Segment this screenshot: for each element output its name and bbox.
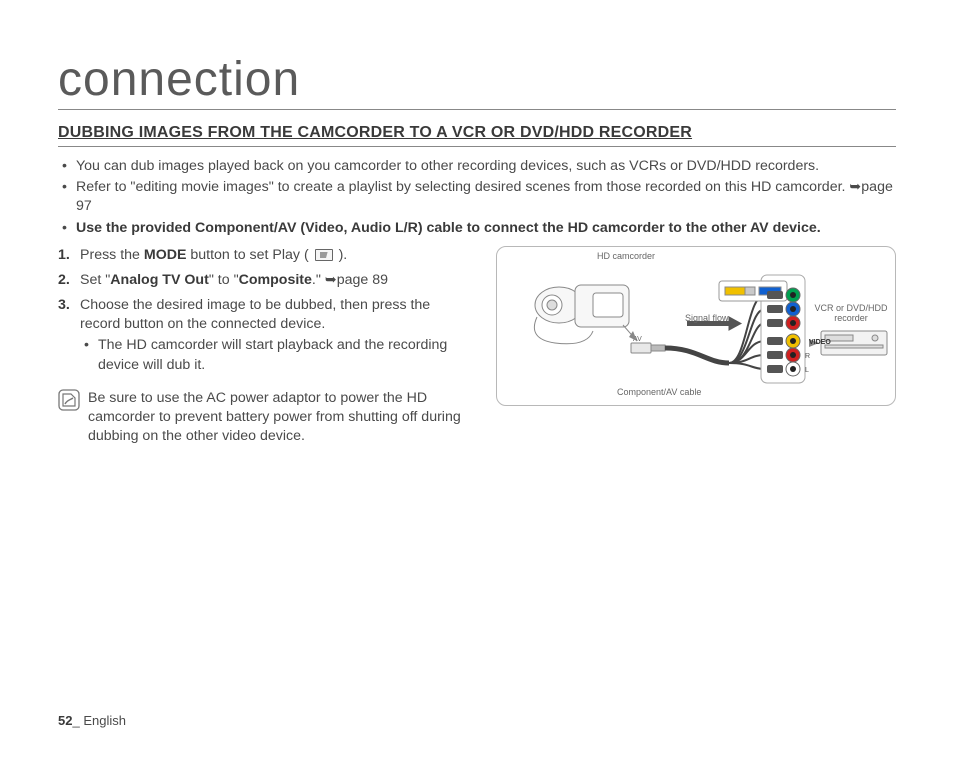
step-1-bold: MODE: [144, 247, 187, 263]
note-icon: [58, 389, 80, 416]
diagram-svg: AV: [497, 247, 897, 407]
bullet-1: You can dub images played back on you ca…: [58, 157, 896, 176]
diagram-label-signal-flow: Signal flow: [685, 313, 729, 323]
page-number: 52: [58, 713, 72, 728]
note-text: Be sure to use the AC power adaptor to p…: [88, 389, 474, 447]
section-heading: DUBBING IMAGES FROM THE CAMCORDER TO A V…: [58, 124, 896, 147]
step-2-bold2: Composite: [239, 272, 312, 288]
connection-diagram: HD camcorder Signal flow Component/AV ca…: [496, 246, 896, 406]
diagram-video-label: VIDEO: [809, 339, 831, 346]
page-footer: 52_ English: [58, 713, 126, 728]
play-mode-icon: [315, 249, 333, 261]
step-2: Set "Analog TV Out" to "Composite." ➥pag…: [58, 271, 474, 290]
intro-bullets: You can dub images played back on you ca…: [58, 157, 896, 238]
step-2-prefix: Set ": [80, 272, 110, 288]
step-3-sub: The HD camcorder will start playback and…: [80, 336, 474, 374]
step-1: Press the MODE button to set Play ( ).: [58, 246, 474, 265]
step-3-text: Choose the desired image to be dubbed, t…: [80, 297, 430, 332]
footer-sep: _: [72, 713, 83, 728]
steps-list: Press the MODE button to set Play ( ). S…: [58, 246, 474, 375]
bullet-2: Refer to "editing movie images" to creat…: [58, 178, 896, 216]
diagram-l-label: L: [805, 367, 809, 374]
step-1-suffix: button to set Play (: [186, 247, 312, 263]
step-2-bold1: Analog TV Out: [110, 272, 209, 288]
step-3: Choose the desired image to be dubbed, t…: [58, 296, 474, 375]
diagram-label-camcorder: HD camcorder: [597, 251, 655, 261]
page-title: connection: [58, 52, 896, 110]
diagram-r-label: R: [805, 353, 810, 360]
note-block: Be sure to use the AC power adaptor to p…: [58, 389, 474, 447]
step-2-mid: " to ": [209, 272, 239, 288]
diagram-label-cable: Component/AV cable: [617, 387, 701, 397]
bullet-3: Use the provided Component/AV (Video, Au…: [58, 219, 896, 238]
step-1-end: ).: [335, 247, 348, 263]
step-1-prefix: Press the: [80, 247, 144, 263]
step-2-suffix: ." ➥page 89: [312, 272, 388, 288]
diagram-label-recorder: VCR or DVD/HDD recorder: [813, 303, 889, 323]
footer-lang: English: [83, 713, 126, 728]
